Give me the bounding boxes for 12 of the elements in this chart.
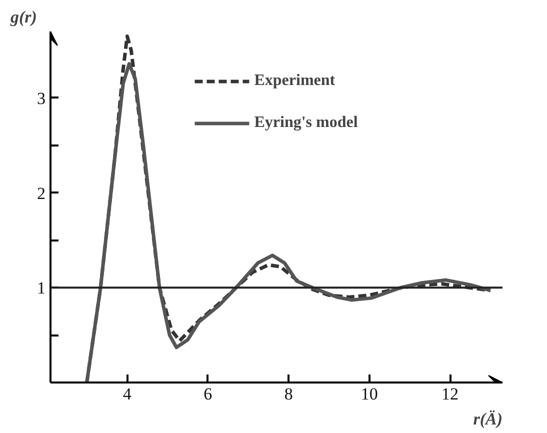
y-tick-label: 2 <box>37 184 46 203</box>
legend-label: Eyring's model <box>254 114 358 132</box>
x-tick-label: 6 <box>204 384 212 404</box>
x-tick-label: 12 <box>442 384 459 404</box>
x-axis-title: r(Ä) <box>473 410 503 428</box>
x-tick-label: 10 <box>360 384 378 404</box>
y-tick-label: 1 <box>37 278 46 298</box>
legend-label: Experiment <box>254 72 336 90</box>
y-tick-label: 3 <box>37 88 46 108</box>
x-tick-label: 4 <box>122 384 132 404</box>
y-axis-title: g(r) <box>10 8 37 26</box>
x-tick-label: 8 <box>284 384 293 404</box>
